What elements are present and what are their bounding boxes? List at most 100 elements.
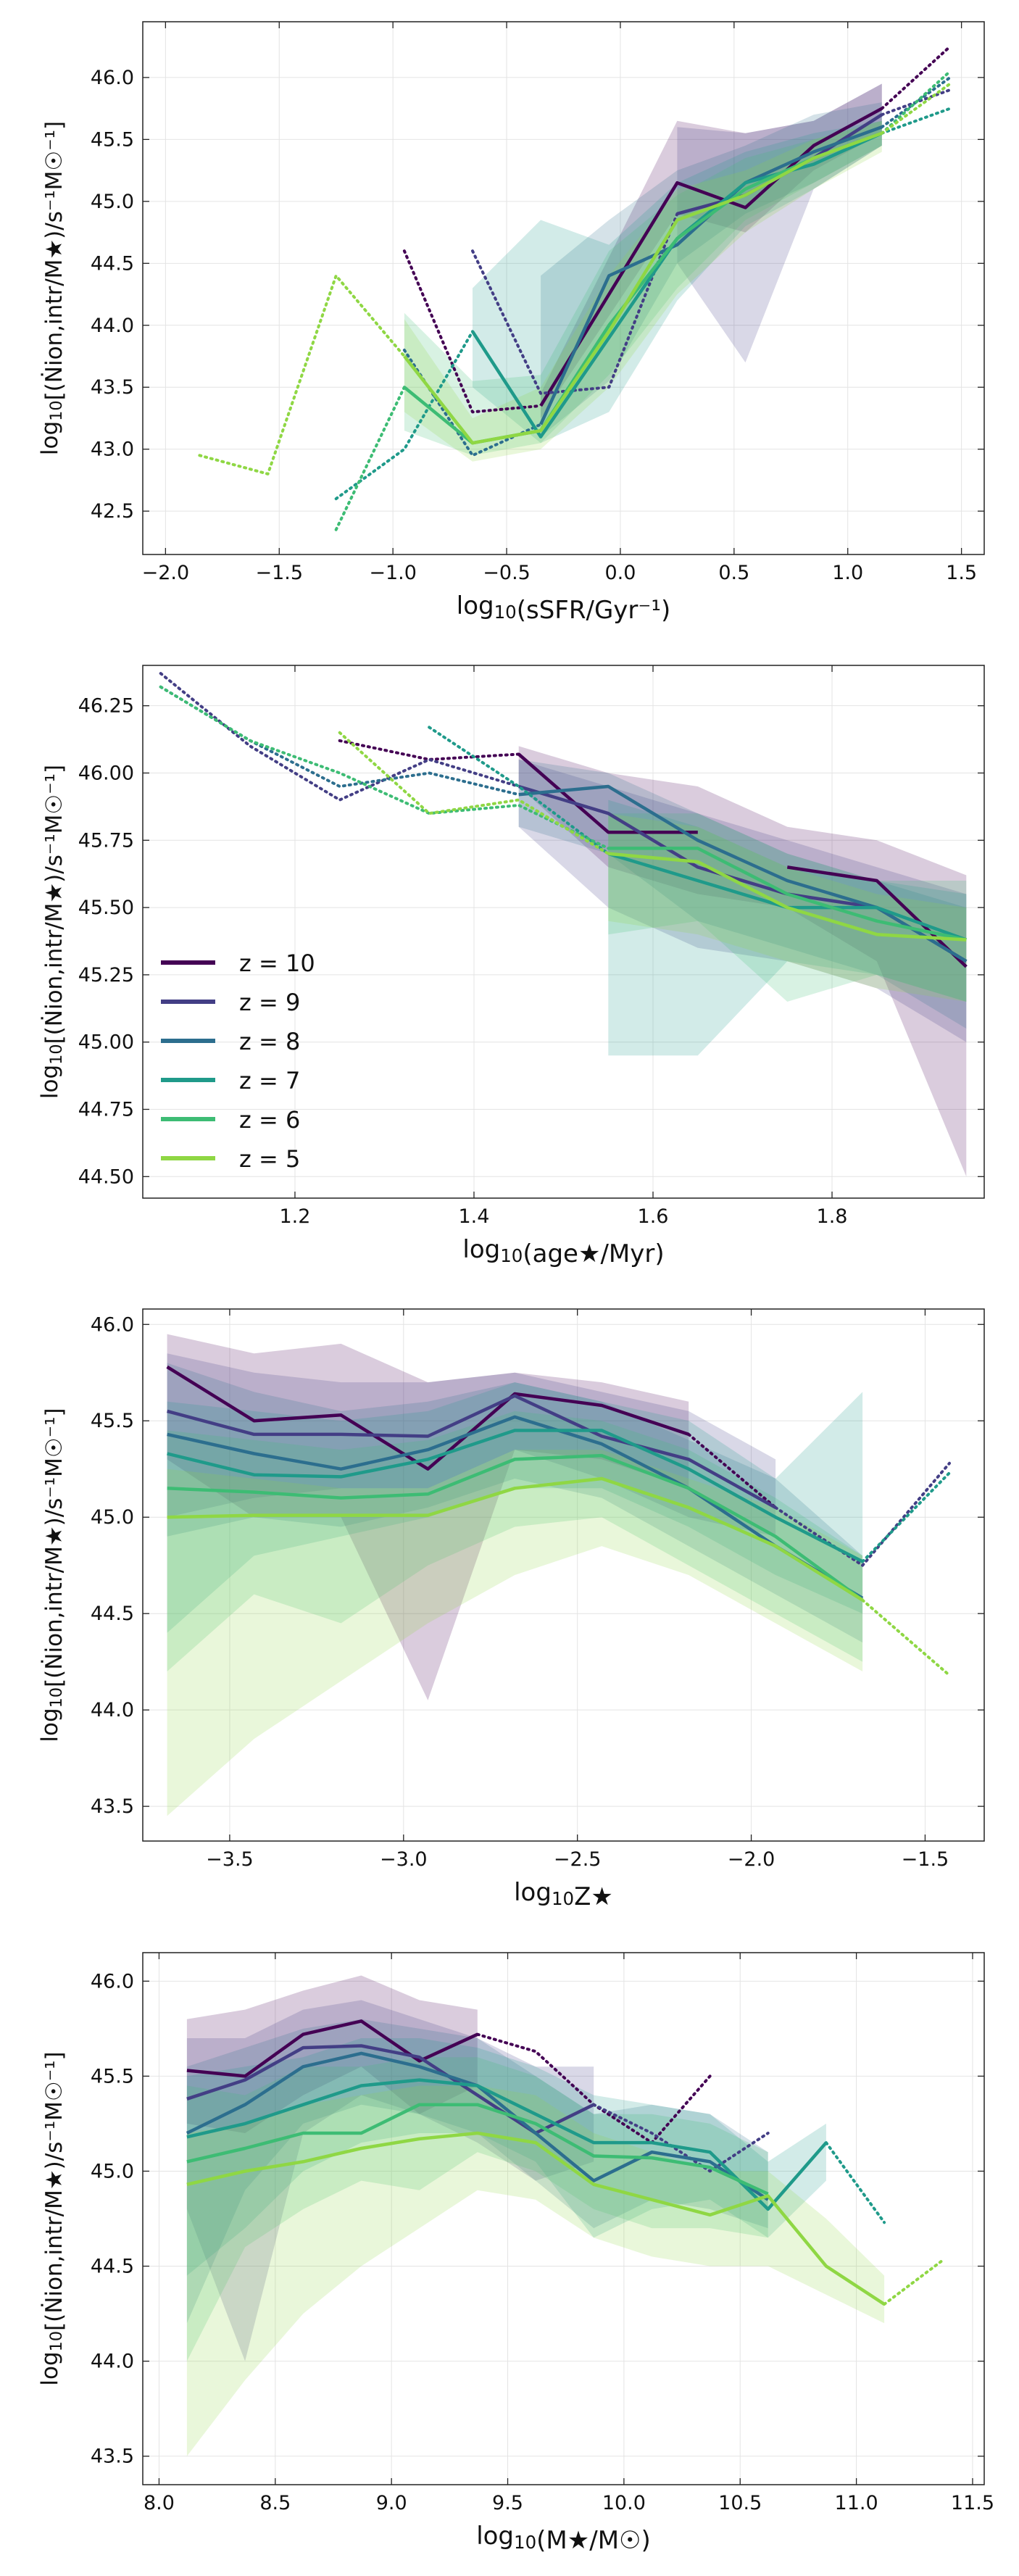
x-tick-label: −2.0 — [728, 1848, 775, 1871]
y-axis-label: log10[(Ṅion,intr/M★)/s⁻¹M☉⁻¹] — [37, 765, 67, 1099]
x-tick-label: 1.2 — [279, 1205, 310, 1228]
y-tick-label: 45.50 — [78, 897, 134, 919]
y-axis-label: log10[(Ṅion,intr/M★)/s⁻¹M☉⁻¹] — [37, 1408, 67, 1742]
dotted-line-z5 — [880, 82, 952, 135]
chart-panel-1: −2.0 −1.5 −1.0 −0.5 0.0 0.5 1.0 1.5 42.5 43.0 43.5… — [37, 21, 985, 625]
dotted-line-z9 — [592, 2103, 770, 2173]
chart-panel-2: 1.2 1.4 1.6 1.8 44.50 44.75 45.00 45.25 45.50 45.… — [37, 665, 985, 1268]
x-tick-label: 1.8 — [817, 1205, 848, 1228]
x-tick-label: −1.0 — [369, 562, 417, 584]
band-z9 — [186, 2000, 594, 2361]
x-tick-label: 9.0 — [376, 2492, 407, 2514]
dotted-line-z6 — [159, 685, 610, 850]
median-line-z6 — [167, 1453, 864, 1602]
median-line-z6 — [608, 847, 967, 942]
y-tick-label: 44.50 — [78, 1166, 134, 1188]
plot-frame — [142, 665, 985, 1199]
band-z7 — [186, 2038, 826, 2276]
y-tick-label: 43.5 — [91, 2446, 134, 2468]
median-line-z5 — [167, 1476, 864, 1602]
band-z9 — [518, 759, 967, 1042]
y-tick-label: 43.0 — [91, 439, 134, 461]
y-tick-label: 44.0 — [91, 315, 134, 337]
y-tick-label: 44.5 — [91, 1603, 134, 1625]
y-tick-label: 46.00 — [78, 762, 134, 784]
chart-panel-4: 8.0 8.5 9.0 9.5 10.0 10.5 11.0 11.5 43.5 44.0 44.5… — [37, 1952, 994, 2555]
plot-frame — [142, 21, 985, 555]
y-tick-label: 45.5 — [91, 128, 134, 151]
x-tick-label: −1.5 — [255, 562, 303, 584]
plot-area — [186, 1975, 944, 2456]
y-tick-label: 44.0 — [91, 1699, 134, 1721]
band-z7 — [608, 799, 967, 1056]
y-tick-label: 44.5 — [91, 2256, 134, 2278]
x-tick-label: 11.5 — [951, 2492, 994, 2514]
x-tick-label: −1.5 — [902, 1848, 949, 1871]
x-tick-label: −3.0 — [380, 1848, 428, 1871]
y-tick-label: 46.0 — [91, 1313, 134, 1336]
x-tick-label: −2.5 — [554, 1848, 602, 1871]
median-line-z7 — [167, 1429, 864, 1563]
x-tick-label: 1.0 — [832, 562, 863, 584]
dotted-line-z5 — [338, 731, 610, 855]
y-tick-label: 44.75 — [78, 1099, 134, 1121]
y-tick-label: 45.0 — [91, 2160, 134, 2182]
dotted-line-z10 — [687, 1432, 778, 1509]
y-tick-label: 45.75 — [78, 829, 134, 852]
band-z5 — [186, 2085, 885, 2456]
x-tick-label: 1.4 — [459, 1205, 490, 1228]
dotted-line-z7 — [824, 2141, 886, 2224]
dotted-line-z7 — [880, 107, 952, 135]
median-line-z9 — [167, 1394, 777, 1509]
x-tick-label: 0.5 — [718, 562, 749, 584]
median-line-z6 — [186, 2103, 769, 2195]
dotted-line-z6 — [880, 70, 952, 135]
median-line-z10 — [539, 107, 883, 407]
y-tick-label: 45.25 — [78, 964, 134, 986]
x-tick-label: −0.5 — [483, 562, 531, 584]
x-axis-label: log10Z★ — [514, 1878, 613, 1911]
x-axis-label: log10(sSFR/Gyr⁻¹) — [457, 591, 670, 625]
x-tick-label: 0.0 — [604, 562, 636, 584]
x-tick-label: 11.0 — [835, 2492, 878, 2514]
band-z10 — [167, 1334, 689, 1700]
dotted-line-z5 — [198, 274, 406, 475]
dotted-line-z5 — [883, 2259, 944, 2306]
legend-label: z = 7 — [239, 1067, 300, 1094]
median-line-z10 — [166, 1365, 689, 1471]
dotted-line-z9 — [774, 1461, 951, 1567]
legend-label: z = 6 — [239, 1106, 300, 1134]
y-tick-label: 45.5 — [91, 2065, 134, 2087]
legend-label: z = 5 — [239, 1145, 300, 1173]
plot-frame — [142, 1308, 985, 1842]
plot-area — [166, 1334, 951, 1816]
y-tick-label: 44.5 — [91, 252, 134, 275]
y-tick-label: 46.0 — [91, 67, 134, 89]
plot-frame — [142, 1952, 985, 2485]
y-tick-label: 46.25 — [78, 695, 134, 718]
y-axis-label: log10[(Ṅion,intr/M★)/s⁻¹M☉⁻¹] — [37, 2051, 67, 2385]
y-tick-label: 43.5 — [91, 376, 134, 399]
dotted-line-z5 — [861, 1598, 951, 1677]
x-tick-label: 1.5 — [946, 562, 977, 584]
median-line-z8 — [518, 784, 968, 963]
x-tick-label: 10.0 — [602, 2492, 646, 2514]
y-tick-label: 45.0 — [91, 191, 134, 213]
median-line-z10 — [186, 2019, 478, 2078]
band-z7 — [473, 120, 882, 444]
y-tick-label: 45.00 — [78, 1031, 134, 1054]
x-tick-label: 9.5 — [492, 2492, 523, 2514]
dotted-line-z7 — [861, 1471, 951, 1563]
legend: z = 10 z = 9 z = 8 z = 7 z = 6 z = 5 — [161, 950, 315, 1173]
y-tick-label: 44.0 — [91, 2351, 134, 2373]
y-tick-label: 43.5 — [91, 1795, 134, 1818]
median-line-z5 — [608, 852, 967, 942]
x-tick-label: −3.5 — [206, 1848, 254, 1871]
legend-label: z = 9 — [239, 989, 300, 1016]
dotted-line-z7 — [428, 726, 610, 855]
legend-label: z = 10 — [239, 950, 315, 977]
plot-area — [198, 45, 952, 531]
x-axis-label: log10(age★/Myr) — [462, 1235, 664, 1268]
median-line-z8 — [167, 1415, 864, 1600]
